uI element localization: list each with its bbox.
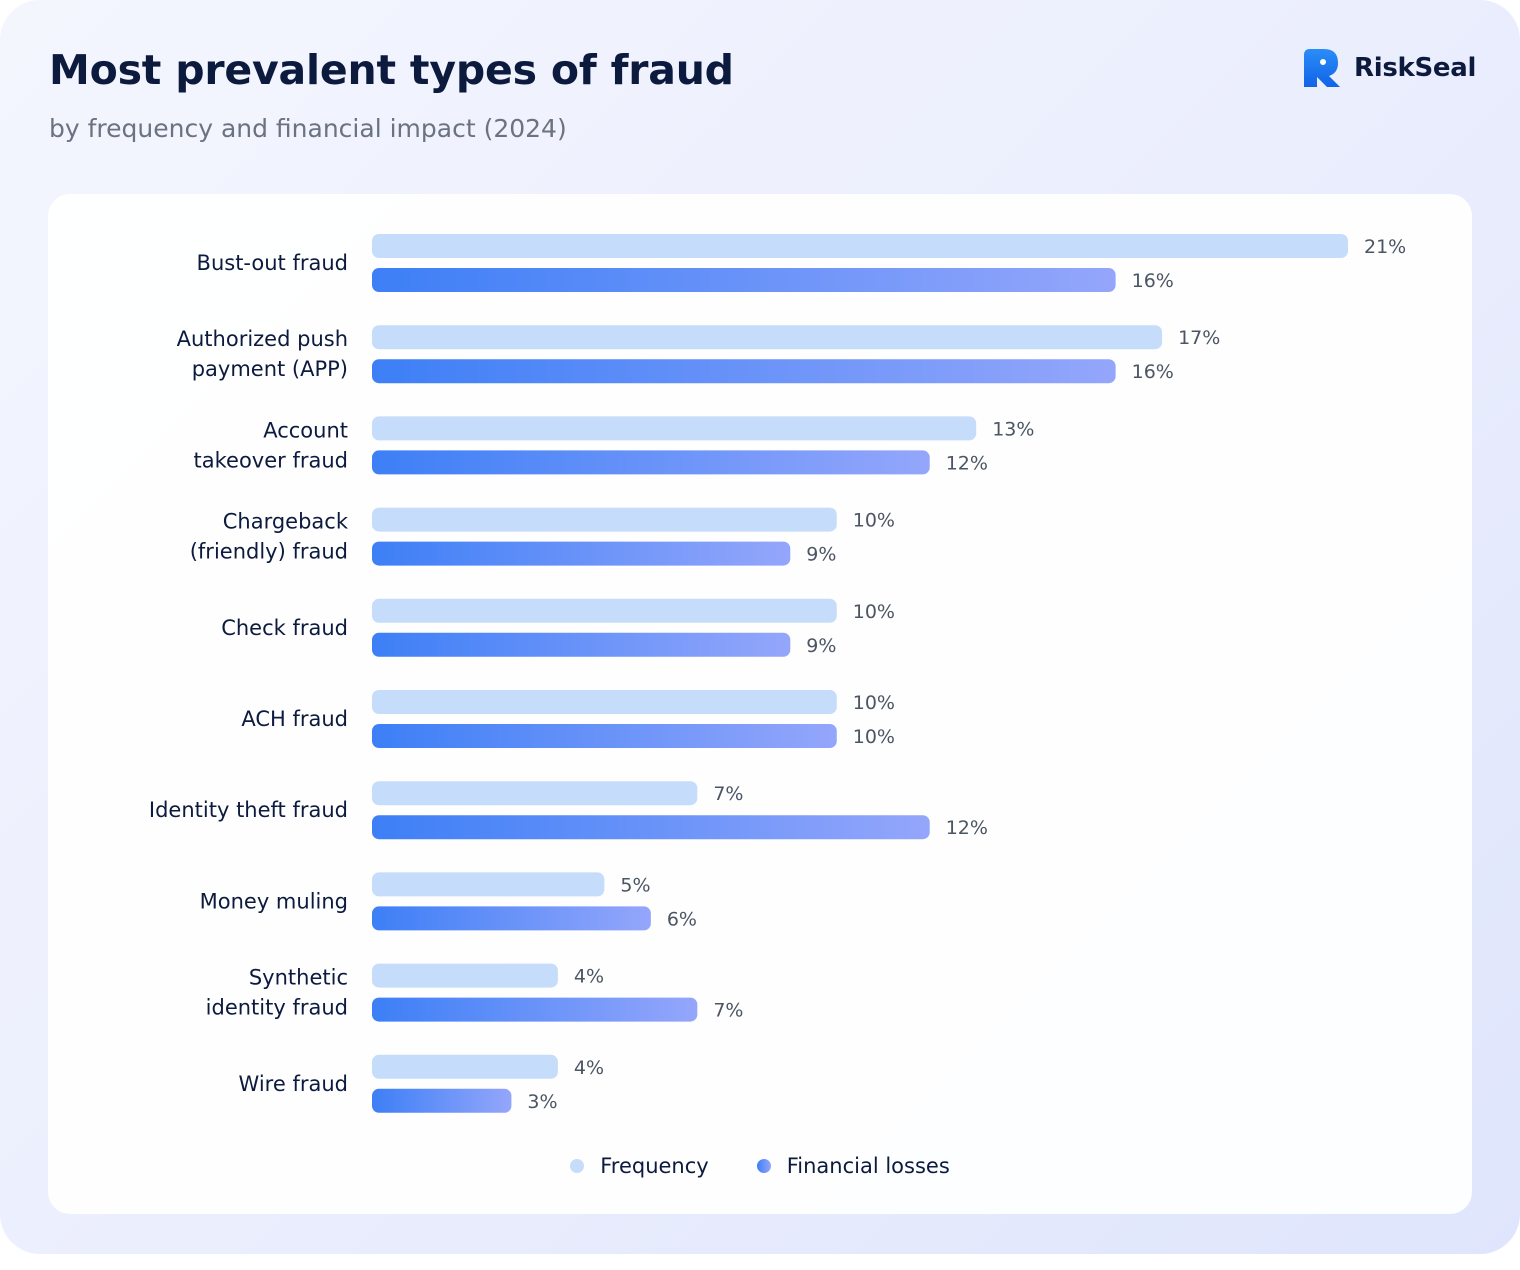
frequency-value-label: 10% [853, 510, 895, 532]
frequency-bar [372, 598, 837, 623]
category-label: Account takeover fraud [194, 418, 348, 472]
legend-label-financial-losses: Financial losses [786, 1154, 950, 1178]
financial-losses-value-label: 9% [806, 635, 836, 657]
category-label: Identity theft fraud [149, 798, 348, 822]
frequency-bar [372, 416, 977, 441]
category-label-line: Wire fraud [239, 1072, 348, 1096]
category-label: Chargeback (friendly) fraud [190, 510, 349, 564]
frequency-bar [372, 1054, 558, 1079]
category-label: Synthetic identity fraud [206, 966, 348, 1020]
category-label-line: Synthetic [249, 966, 348, 990]
financial-losses-bar [372, 359, 1116, 384]
category-label: Money muling [200, 889, 348, 913]
financial-losses-value-label: 7% [713, 1000, 743, 1022]
category-label-line: Authorized push [177, 327, 348, 351]
frequency-bar [372, 507, 837, 532]
category-label-line: Identity theft fraud [149, 798, 348, 822]
category-label-line: identity fraud [206, 996, 348, 1020]
frequency-bar [372, 690, 837, 714]
page-subtitle: by frequency and financial impact (2024) [49, 114, 567, 143]
financial-losses-bar [372, 906, 651, 931]
bar-chart: Bust-out fraud 21% 16% Authorized push payme… [149, 234, 1406, 1113]
frequency-value-label: 5% [620, 874, 650, 896]
category-label: Bust-out fraud [197, 251, 348, 275]
page-title: Most prevalent types of fraud [49, 46, 734, 94]
legend-label-frequency: Frequency [600, 1154, 709, 1178]
category-label-line: takeover fraud [194, 448, 348, 472]
chart-legend: Frequency Financial losses [48, 1150, 1472, 1182]
financial-losses-value-label: 3% [527, 1091, 557, 1113]
category-label-line: Bust-out fraud [197, 251, 348, 275]
frequency-bar [372, 872, 605, 897]
financial-losses-bar [372, 1088, 512, 1113]
legend-swatch-frequency [570, 1159, 585, 1173]
financial-losses-value-label: 16% [1132, 270, 1174, 292]
chart-card: Bust-out fraud 21% 16% Authorized push payme… [48, 194, 1472, 1214]
category-label-line: ACH fraud [241, 707, 348, 731]
financial-losses-value-label: 16% [1132, 361, 1174, 383]
financial-losses-value-label: 10% [853, 726, 895, 748]
financial-losses-bar [372, 268, 1116, 292]
financial-losses-value-label: 9% [806, 544, 836, 566]
category-label: Check fraud [221, 616, 348, 640]
frequency-bar [372, 963, 558, 988]
financial-losses-bar [372, 724, 837, 748]
category-label-line: Account [263, 418, 348, 442]
category-label-line: Money muling [200, 889, 348, 913]
financial-losses-bar [372, 997, 698, 1022]
category-label-line: (friendly) fraud [190, 540, 348, 564]
frequency-bar [372, 781, 698, 806]
financial-losses-value-label: 12% [946, 452, 988, 474]
frequency-value-label: 10% [853, 692, 895, 714]
legend-swatch-financial-losses [756, 1159, 771, 1173]
financial-losses-bar [372, 632, 791, 657]
frequency-value-label: 13% [992, 418, 1034, 440]
frequency-value-label: 4% [574, 966, 604, 988]
chart-marks: Bust-out fraud 21% 16% Authorized push payme… [149, 234, 1406, 1113]
financial-losses-value-label: 12% [946, 817, 988, 839]
financial-losses-value-label: 6% [667, 908, 697, 930]
legend-item-frequency: Frequency [570, 1154, 709, 1178]
financial-losses-bar [372, 815, 930, 840]
frequency-value-label: 7% [713, 783, 743, 805]
brand-name: RiskSeal [1354, 53, 1477, 83]
frequency-bar [372, 234, 1348, 258]
category-label-line: Chargeback [223, 510, 349, 534]
category-label: Authorized push payment (APP) [177, 327, 348, 381]
legend-item-financial-losses: Financial losses [756, 1154, 950, 1178]
financial-losses-bar [372, 541, 791, 566]
category-label-line: payment (APP) [192, 357, 348, 381]
frequency-value-label: 4% [574, 1057, 604, 1079]
frequency-bar [372, 325, 1163, 350]
frequency-value-label: 17% [1178, 327, 1220, 349]
financial-losses-bar [372, 450, 930, 475]
category-label: Wire fraud [239, 1072, 348, 1096]
riskseal-logo-icon [1304, 49, 1340, 87]
category-label: ACH fraud [241, 707, 348, 731]
frequency-value-label: 10% [853, 601, 895, 623]
frequency-value-label: 21% [1364, 236, 1406, 258]
brand-logo: RiskSeal [1302, 47, 1476, 89]
category-label-line: Check fraud [221, 616, 348, 640]
